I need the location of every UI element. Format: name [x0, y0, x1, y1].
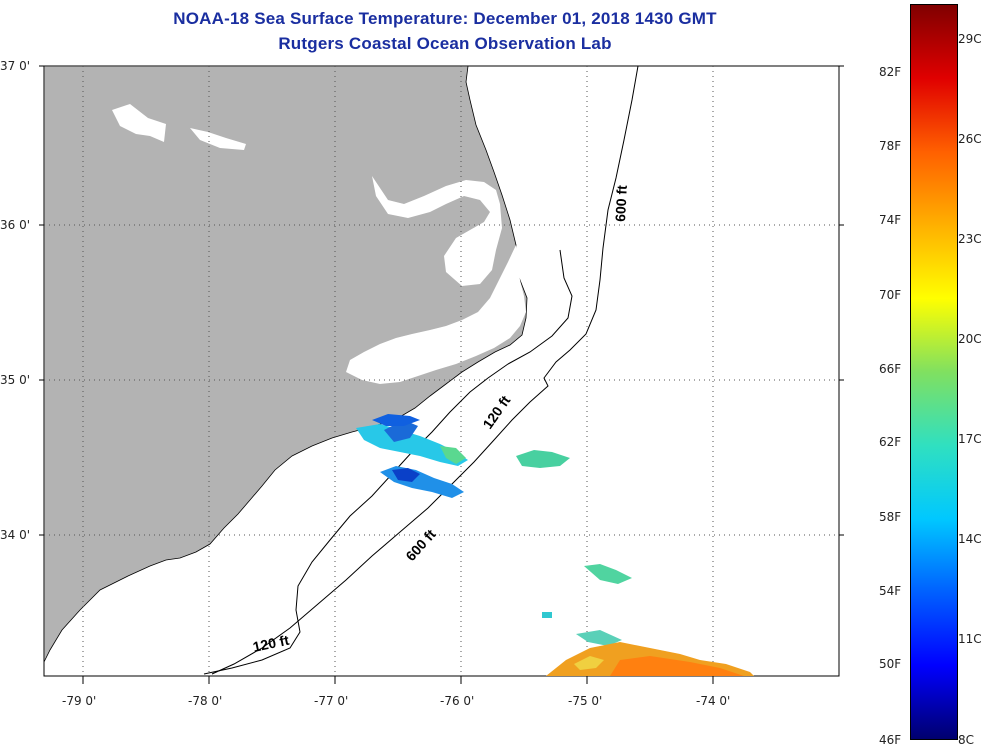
title-satellite-date: NOAA-18 Sea Surface Temperature: Decembe… — [173, 9, 717, 28]
grid — [44, 66, 839, 676]
colorbar-f-62: 62F — [879, 435, 902, 449]
sst-patch-onslow-north — [356, 424, 468, 466]
sst-patches — [356, 414, 754, 676]
sst-patch-onslow-north-dark — [384, 420, 418, 442]
contour-label-120ft-south: 120 ft — [251, 632, 290, 655]
frame-ticks — [39, 65, 844, 684]
colorbar-c-23: 23C — [958, 232, 982, 246]
sst-patch-cape-lookout — [372, 414, 420, 426]
lat-label-35: 35 0' — [0, 373, 31, 387]
lat-label-37: 37 0' — [0, 59, 31, 73]
colorbar-c-29: 29C — [958, 32, 982, 46]
lon-label-77: -77 0' — [314, 694, 349, 708]
colorbar-c-11: 11C — [958, 632, 982, 646]
lon-label-75: -75 0' — [568, 694, 603, 708]
colorbar-f-66: 66F — [879, 362, 902, 376]
lon-label-76: -76 0' — [440, 694, 475, 708]
colorbar-f-50: 50F — [879, 657, 902, 671]
lat-label-34: 34 0' — [0, 528, 31, 542]
colorbar-f-82: 82F — [879, 65, 902, 79]
colorbar-f-78: 78F — [879, 139, 902, 153]
colorbar-f-46: 46F — [879, 733, 902, 747]
colorbar-f-74: 74F — [879, 213, 902, 227]
lon-label-74: -74 0' — [696, 694, 731, 708]
sst-patch-offshore-south — [584, 564, 632, 584]
sst-patch-gulfstream-teal — [576, 630, 622, 646]
sst-patch-offshore-mid — [516, 450, 570, 468]
lake-mid — [190, 128, 246, 150]
sst-patch-gulfstream-warm — [610, 656, 744, 676]
temperature-colorbar — [910, 4, 958, 740]
colorbar-f-54: 54F — [879, 584, 902, 598]
sst-patch-green-edge — [440, 446, 466, 464]
colorbar-c-8: 8C — [958, 733, 975, 747]
contour-label-600ft-north: 600 ft — [612, 184, 630, 222]
contour-120ft — [203, 249, 573, 675]
colorbar-c-26: 26C — [958, 132, 982, 146]
colorbar-c-20: 20C — [958, 332, 982, 346]
sst-patch-small — [542, 612, 552, 618]
colorbar-f-70: 70F — [879, 288, 902, 302]
lake-west — [112, 104, 166, 142]
albemarle-sound — [372, 176, 502, 286]
colorbar-c-17: 17C — [958, 432, 982, 446]
pamlico-sound — [346, 245, 526, 384]
lon-label-79: -79 0' — [62, 694, 97, 708]
colorbar-c-14: 14C — [958, 532, 982, 546]
sst-patch-onslow-south-dark — [392, 468, 420, 482]
sst-patch-gulfstream-yellow — [574, 656, 604, 670]
lat-label-36: 36 0' — [0, 218, 31, 232]
contour-600ft — [211, 65, 639, 675]
lon-label-78: -78 0' — [188, 694, 223, 708]
title-lab: Rutgers Coastal Ocean Observation Lab — [278, 34, 612, 53]
colorbar-f-58: 58F — [879, 510, 902, 524]
